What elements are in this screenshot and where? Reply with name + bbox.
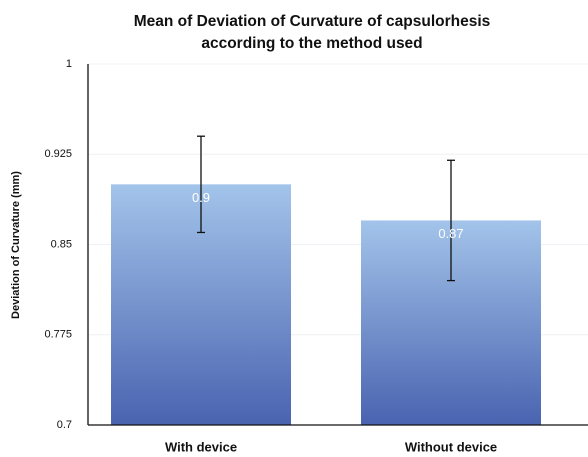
y-tick-label: 1 <box>66 58 72 70</box>
y-tick-label: 0.925 <box>44 148 72 160</box>
value-label: 0.9 <box>192 190 210 205</box>
x-tick-label: Without device <box>405 439 497 454</box>
value-label: 0.87 <box>438 226 463 241</box>
chart-title: Mean of Deviation of Curvature of capsul… <box>134 13 491 30</box>
y-tick-label: 0.7 <box>57 419 72 431</box>
y-axis-label: Deviation of Curvature (mm) <box>10 171 22 319</box>
x-tick-label: With device <box>165 439 237 454</box>
chart-title: according to the method used <box>201 35 422 52</box>
y-tick-label: 0.775 <box>44 329 72 341</box>
y-tick-label: 0.85 <box>51 238 72 250</box>
